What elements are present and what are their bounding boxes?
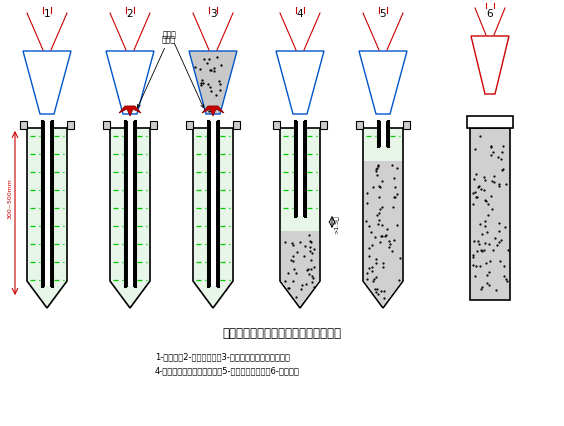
Polygon shape (202, 107, 224, 117)
Text: 4: 4 (297, 9, 303, 19)
Text: 封口板: 封口板 (163, 30, 204, 108)
Bar (44, 122, 50, 286)
Text: 1-下导管；2-放置封口板；3-在灌注漏斗中装入混凝土；: 1-下导管；2-放置封口板；3-在灌注漏斗中装入混凝土； (155, 352, 290, 361)
Polygon shape (363, 129, 403, 308)
Bar (380, 122, 386, 147)
Bar (150, 122, 157, 130)
Bar (127, 122, 133, 286)
Bar (233, 122, 240, 130)
Polygon shape (110, 129, 150, 308)
Text: 6: 6 (487, 9, 494, 19)
Bar (103, 122, 110, 130)
Text: >1.5米: >1.5米 (334, 215, 340, 233)
Bar (297, 122, 303, 216)
Text: 封口板: 封口板 (138, 35, 176, 108)
Polygon shape (364, 161, 402, 306)
Text: 300~500mm: 300~500mm (8, 178, 13, 219)
Text: 3: 3 (210, 9, 217, 19)
Bar (186, 122, 193, 130)
Text: 2: 2 (127, 9, 133, 19)
Text: 5: 5 (380, 9, 386, 19)
Bar (356, 122, 363, 130)
Bar (273, 122, 280, 130)
Bar (470, 129, 510, 300)
Bar (20, 122, 27, 130)
Polygon shape (27, 129, 67, 308)
Polygon shape (281, 231, 319, 306)
Bar (210, 122, 216, 286)
Polygon shape (193, 129, 233, 308)
Polygon shape (119, 107, 141, 117)
Text: 1: 1 (43, 9, 50, 19)
Text: 4-起拔封口板，初灌混凝土；5-连续灌注混凝土；6-起拔护筒: 4-起拔封口板，初灌混凝土；5-连续灌注混凝土；6-起拔护筒 (155, 366, 300, 374)
Polygon shape (280, 129, 320, 308)
Bar (467, 117, 513, 129)
Bar (67, 122, 74, 130)
Polygon shape (189, 52, 237, 115)
Bar (403, 122, 410, 130)
Text: 导管法灌注水下混凝土的全过程示意图: 导管法灌注水下混凝土的全过程示意图 (223, 327, 341, 340)
Bar (320, 122, 327, 130)
